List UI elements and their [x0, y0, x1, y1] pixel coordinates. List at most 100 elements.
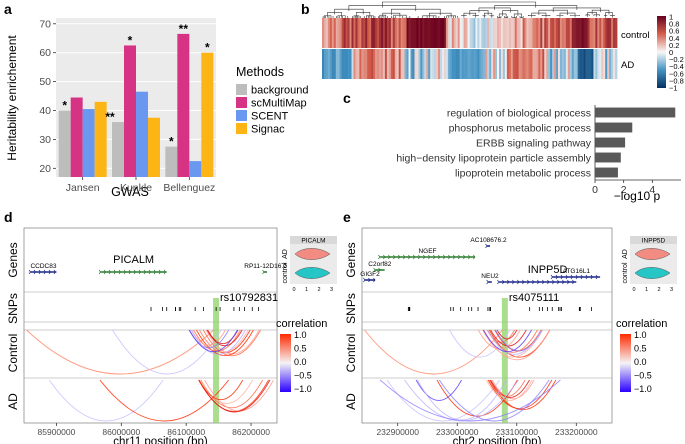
panel-a-bar-SCENT-Jansen: [82, 109, 95, 177]
gene-strand-arrow: [163, 269, 166, 275]
panel-b-cell-ad: [422, 49, 425, 79]
panel-b-cell-control: [381, 18, 384, 48]
gene-strand-arrow: [562, 279, 565, 285]
panel-b-cell-control: [377, 18, 380, 48]
gene-strand-arrow: [378, 254, 381, 260]
panel-b-cell-control: [369, 18, 372, 48]
correlation-arc: [198, 379, 244, 400]
panel-b-cell-ad: [412, 49, 415, 79]
panel-b-cell-ad: [595, 49, 598, 79]
panel-b-cell-ad: [508, 49, 512, 79]
panel-b-cell-ad: [477, 49, 480, 79]
inset-tick-label: 2: [317, 287, 320, 293]
panel-b-cell-control: [495, 18, 498, 48]
panel-b-cell-ad: [561, 49, 565, 79]
panel-b-cell-ad: [577, 49, 581, 79]
panel-b-cell-ad: [467, 49, 470, 79]
correlation-arc: [496, 329, 518, 340]
panel-b-cell-control: [485, 18, 488, 48]
panel-b-cell-control: [418, 18, 421, 48]
correlation-arc: [199, 379, 254, 404]
panel-b-cell-ad: [329, 49, 333, 79]
panel-b-cell-ad: [363, 49, 366, 79]
panel-b-cell-control: [542, 18, 545, 48]
gene-strand-arrow: [473, 254, 476, 260]
panel-a-xlabel: GWAS: [111, 185, 149, 199]
panel-b-cell-control: [607, 18, 610, 48]
panel-a-ytick-label: 30: [39, 134, 51, 146]
gene-strand-arrow: [443, 254, 446, 260]
panel-b-cell-ad: [428, 49, 431, 79]
panel-b-cell-ad: [573, 49, 577, 79]
panel-a-bar-background-Jansen: [58, 110, 71, 177]
correlation-arc: [99, 379, 230, 422]
gene-strand-arrow: [28, 269, 31, 275]
gene-strand-arrow: [123, 269, 126, 275]
panel-b-cell-ad: [424, 49, 427, 79]
panel-b-cell-control: [373, 18, 376, 48]
panel-b-cell-control: [392, 18, 396, 48]
inset-title-strip: [290, 236, 337, 244]
panel-b-cell-ad: [522, 49, 525, 79]
gene-strand-arrow: [53, 269, 56, 275]
correlation-arc: [26, 329, 214, 375]
panel-b-cell-control: [398, 18, 402, 48]
panel-b-cell-control: [357, 18, 360, 48]
panel-b-cell-control: [367, 18, 370, 48]
panel-a-ytick-label: 20: [39, 163, 51, 175]
panel-c-xlabel: −log10 p: [614, 189, 661, 203]
gene-strand-arrow: [128, 269, 131, 275]
panel-b-cell-ad: [516, 49, 520, 79]
gene-strand-arrow: [572, 279, 575, 285]
panel-b-cell-control: [424, 18, 427, 48]
panel-c-plot-area: regulation of biological process phosphor…: [396, 105, 681, 196]
panel-b-cell-ad: [542, 49, 545, 79]
panel-b-cell-ad: [339, 49, 343, 79]
panel-b-cell-ad: [325, 49, 329, 79]
panel-b-cell-ad: [544, 49, 547, 79]
panel-a-legend-key-Signac: [236, 123, 247, 134]
panel-c-bar: [595, 152, 621, 163]
panel-b-cell-ad: [585, 49, 588, 79]
x-axis-label: chr2 position (bp): [453, 436, 542, 444]
panel-c-bar-chart: regulation of biological process phosphor…: [396, 105, 681, 203]
panel-b-cell-control: [361, 18, 364, 48]
gene-strand-arrow: [590, 274, 593, 280]
panel-c-category-label: lipoprotein metabolic process: [455, 168, 591, 180]
panel-b-cell-control: [441, 18, 445, 48]
panel-b-cell-ad: [382, 49, 386, 79]
correlation-legend-tick: −0.5: [634, 371, 652, 381]
panel-b-cell-ad: [554, 49, 557, 79]
panel-a-legend-label-SCENT: SCENT: [251, 111, 289, 123]
panel-b-cell-control: [591, 18, 594, 48]
gene-strand-arrow: [557, 279, 560, 285]
panel-b-cell-ad: [402, 49, 405, 79]
panel-b-cell-control: [382, 18, 386, 48]
gene-strand-arrow: [398, 254, 401, 260]
correlation-arc: [48, 379, 164, 422]
panel-b-cell-control: [615, 18, 618, 48]
gene-label-INPP5D: INPP5D: [528, 264, 568, 276]
panel-b-cell-ad: [337, 49, 341, 79]
panel-a-bar-scMultiMap-Jansen: [70, 97, 83, 177]
panel-label-e: e: [343, 209, 351, 225]
panel-a-legend-label-scMultiMap: scMultiMap: [251, 98, 307, 110]
panel-b-cell-control: [595, 18, 598, 48]
gene-label-PICALM: PICALM: [113, 254, 154, 266]
panel-b-cell-control: [605, 18, 608, 48]
panel-b-cell-control: [400, 18, 404, 48]
gene-strand-arrow: [138, 269, 141, 275]
gene-strand-arrow: [438, 254, 441, 260]
panel-c-bar: [595, 167, 618, 178]
panel-b-cell-ad: [487, 49, 490, 79]
gene-strand-arrow: [497, 279, 500, 285]
panel-b-cell-control: [538, 18, 541, 48]
panel-b-cell-ad: [489, 49, 492, 79]
gene-strand-arrow: [485, 243, 488, 249]
panel-b-cell-control: [603, 18, 606, 48]
gene-strand-arrow: [383, 254, 386, 260]
panel-b-cell-ad: [569, 49, 573, 79]
panel-b-cell-control: [327, 18, 331, 48]
panel-b-cell-ad: [589, 49, 592, 79]
panel-b-colorbar-tick: −0.8: [669, 76, 684, 85]
